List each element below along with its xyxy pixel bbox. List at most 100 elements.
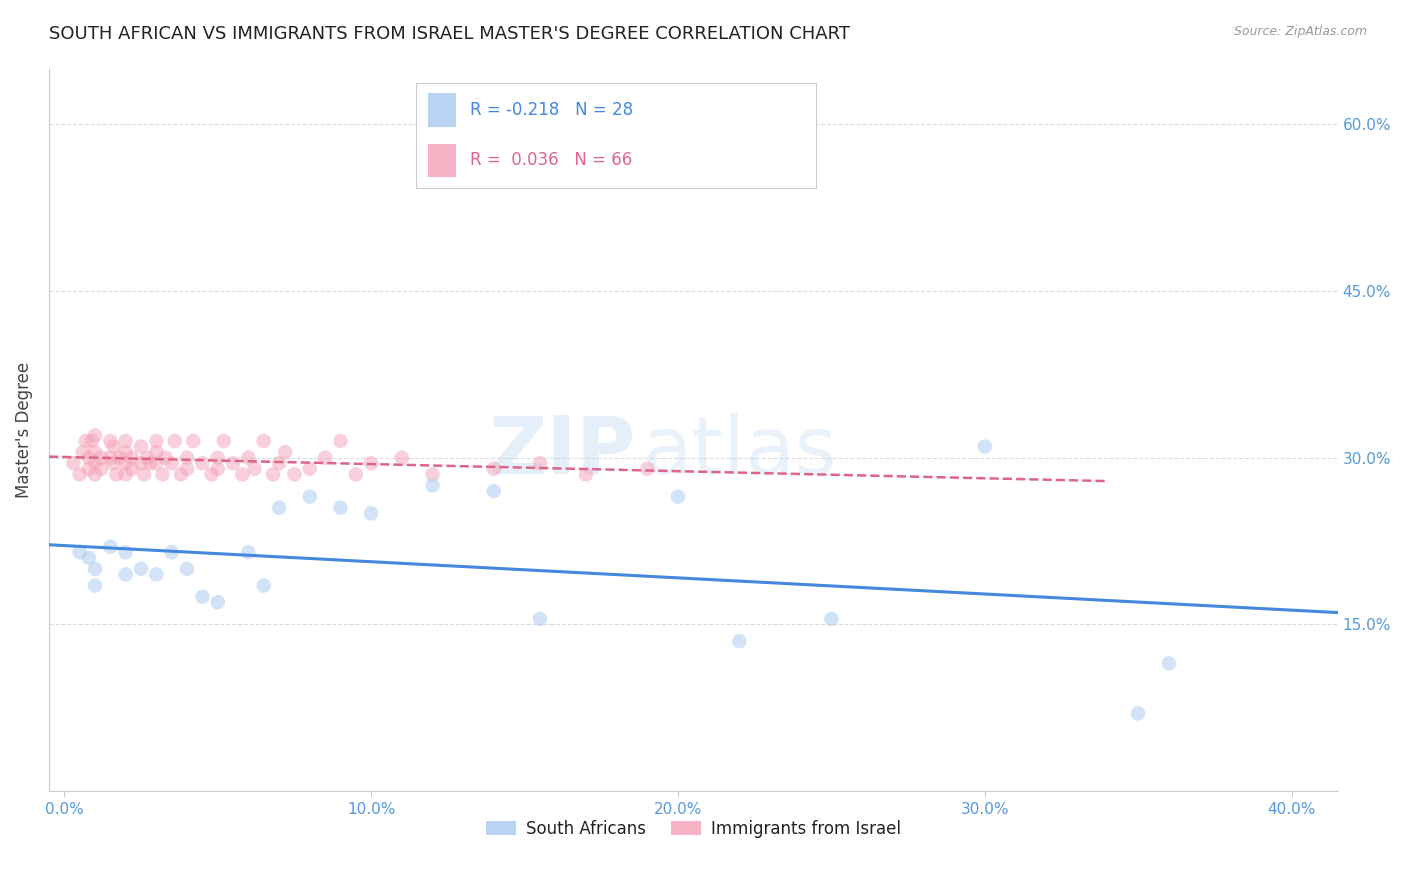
Point <box>238 545 260 559</box>
Point <box>1128 706 1150 721</box>
Point <box>77 462 100 476</box>
Point <box>482 462 505 476</box>
Point <box>84 456 107 470</box>
Point <box>103 456 125 470</box>
Point <box>84 428 107 442</box>
Point <box>105 467 128 482</box>
Point <box>145 434 167 448</box>
Point <box>114 545 136 559</box>
Point <box>253 434 276 448</box>
Point <box>62 456 84 470</box>
Point <box>129 440 152 454</box>
Point <box>132 467 155 482</box>
Point <box>84 578 107 592</box>
Point <box>529 612 551 626</box>
Point <box>482 484 505 499</box>
Point <box>155 450 177 465</box>
Point <box>575 467 598 482</box>
Point <box>98 450 121 465</box>
Point <box>1157 657 1180 671</box>
Point <box>170 467 193 482</box>
Text: Source: ZipAtlas.com: Source: ZipAtlas.com <box>1233 25 1367 38</box>
Point <box>200 467 222 482</box>
Point <box>69 467 91 482</box>
Point <box>129 456 152 470</box>
Point <box>636 462 658 476</box>
Point <box>121 462 143 476</box>
Point <box>77 550 100 565</box>
Point <box>360 506 382 520</box>
Point <box>314 450 336 465</box>
Point <box>329 434 352 448</box>
Point <box>728 634 751 648</box>
Point <box>191 590 214 604</box>
Point <box>422 478 444 492</box>
Point <box>360 456 382 470</box>
Point <box>391 450 413 465</box>
Point <box>145 567 167 582</box>
Point <box>108 450 131 465</box>
Point <box>72 445 94 459</box>
Point <box>84 445 107 459</box>
Point <box>181 434 204 448</box>
Point <box>666 490 689 504</box>
Point <box>207 462 229 476</box>
Point <box>191 456 214 470</box>
Point <box>207 450 229 465</box>
Point <box>114 434 136 448</box>
Point <box>973 440 995 454</box>
Point <box>163 434 186 448</box>
Text: atlas: atlas <box>641 413 837 491</box>
Point <box>820 612 842 626</box>
Point <box>114 467 136 482</box>
Point <box>152 467 174 482</box>
Point <box>114 445 136 459</box>
Point <box>77 450 100 465</box>
Point <box>329 500 352 515</box>
Point <box>238 450 260 465</box>
Point <box>253 578 276 592</box>
Point <box>269 456 291 470</box>
Point <box>145 445 167 459</box>
Point <box>298 490 321 504</box>
Point <box>212 434 235 448</box>
Point <box>344 467 367 482</box>
Point <box>80 434 103 448</box>
Text: ZIP: ZIP <box>488 413 636 491</box>
Point <box>114 567 136 582</box>
Point <box>243 462 266 476</box>
Point <box>69 545 91 559</box>
Point <box>139 456 162 470</box>
Point <box>90 450 112 465</box>
Point <box>222 456 245 470</box>
Point <box>176 562 198 576</box>
Point <box>262 467 284 482</box>
Point <box>176 462 198 476</box>
Point <box>231 467 253 482</box>
Point <box>176 450 198 465</box>
Point <box>98 434 121 448</box>
Point <box>136 450 159 465</box>
Point <box>129 562 152 576</box>
Point <box>98 540 121 554</box>
Point <box>121 450 143 465</box>
Point <box>90 462 112 476</box>
Point <box>84 467 107 482</box>
Point <box>283 467 305 482</box>
Point <box>114 456 136 470</box>
Point <box>160 545 183 559</box>
Y-axis label: Master's Degree: Master's Degree <box>15 362 32 498</box>
Point <box>75 434 97 448</box>
Point <box>84 562 107 576</box>
Legend: South Africans, Immigrants from Israel: South Africans, Immigrants from Israel <box>479 813 907 845</box>
Point <box>298 462 321 476</box>
Point <box>422 467 444 482</box>
Point <box>274 445 297 459</box>
Point <box>145 456 167 470</box>
Point <box>529 456 551 470</box>
Point <box>207 595 229 609</box>
Text: SOUTH AFRICAN VS IMMIGRANTS FROM ISRAEL MASTER'S DEGREE CORRELATION CHART: SOUTH AFRICAN VS IMMIGRANTS FROM ISRAEL … <box>49 25 851 43</box>
Point <box>103 440 125 454</box>
Point <box>160 456 183 470</box>
Point <box>269 500 291 515</box>
